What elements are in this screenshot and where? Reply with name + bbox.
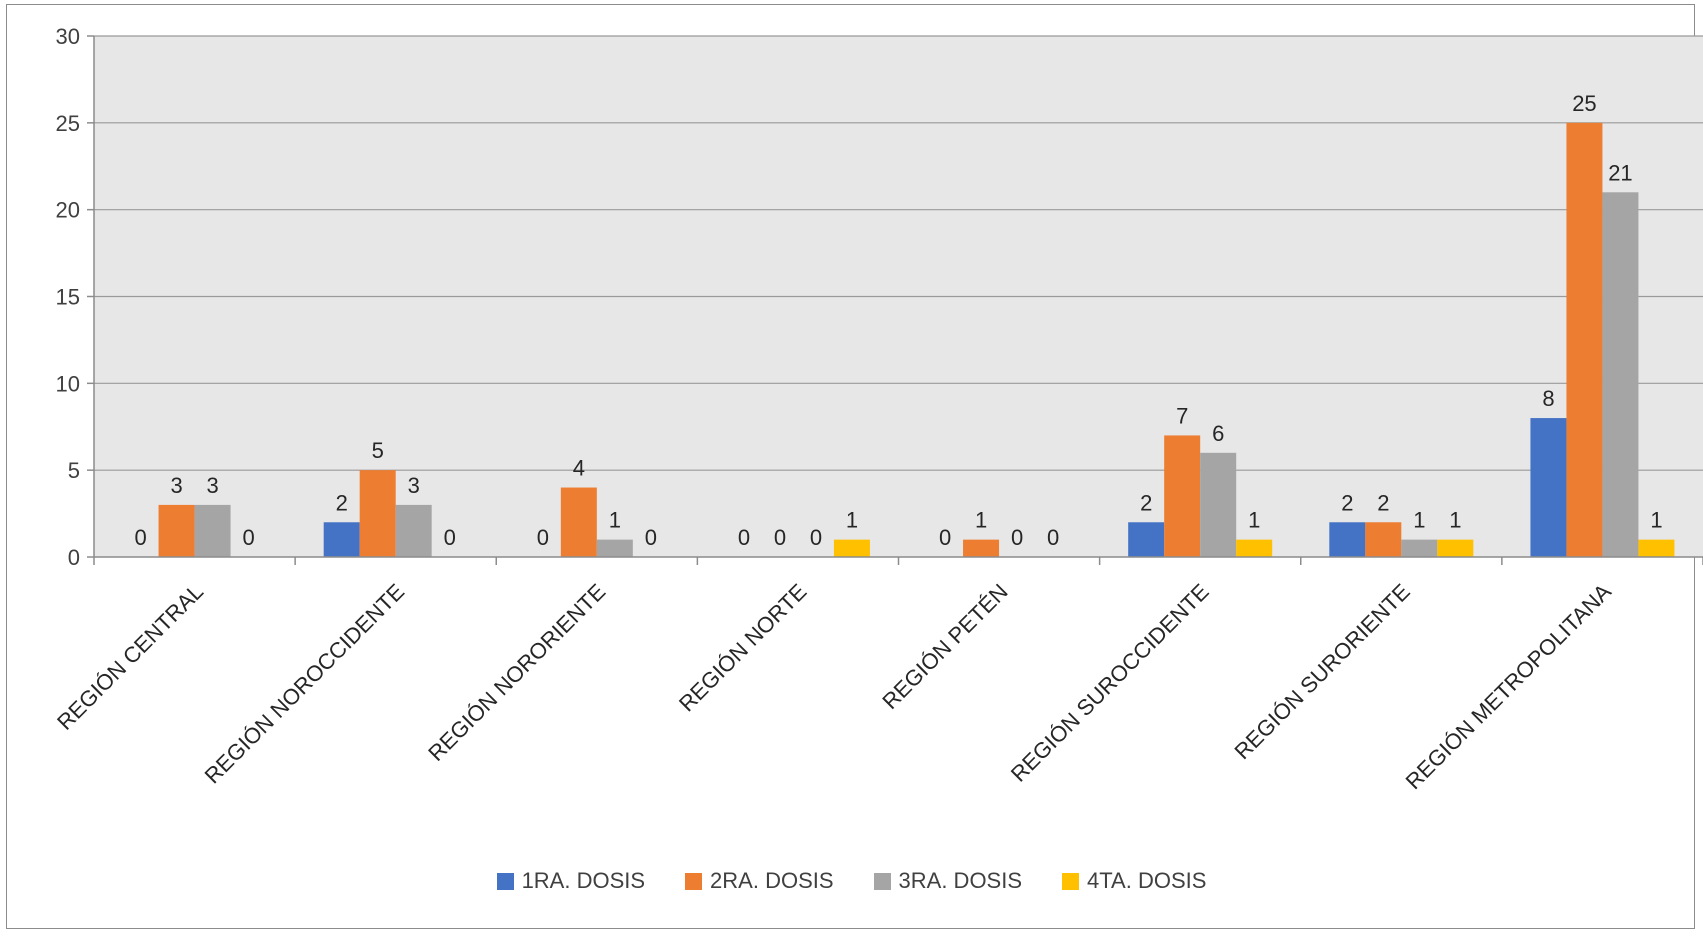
x-category-label: REGIÓN SURORIENTE [1229,579,1414,764]
data-label: 0 [1011,525,1023,550]
x-category-label: REGIÓN PETÉN [877,579,1012,714]
data-label: 0 [134,525,146,550]
data-label: 3 [206,473,218,498]
bars [158,122,1675,558]
bar [1329,522,1366,557]
data-label: 1 [609,508,621,533]
data-label: 0 [645,525,657,550]
data-label: 1 [975,508,987,533]
y-tick-label: 25 [56,111,80,136]
legend-label: 2RA. DOSIS [710,868,834,893]
bar [1437,539,1474,557]
data-label: 4 [573,456,585,481]
data-label: 0 [939,525,951,550]
data-label: 1 [1413,508,1425,533]
data-label: 6 [1212,421,1224,446]
bar [359,470,396,557]
bar [158,504,195,557]
data-label: 0 [774,525,786,550]
legend-item: 4TA. DOSIS [1062,868,1206,894]
gridlines [94,35,1703,471]
bar [1365,522,1402,557]
y-tick-label: 30 [56,24,80,49]
data-label: 0 [444,525,456,550]
data-label: 2 [336,490,348,515]
legend: 1RA. DOSIS 2RA. DOSIS 3RA. DOSIS 4TA. DOSIS [0,868,1703,894]
legend-label: 1RA. DOSIS [521,868,646,893]
legend-item: 1RA. DOSIS [496,868,646,894]
legend-swatch [873,872,891,890]
x-category-label: REGIÓN NORTE [674,579,812,717]
data-label: 0 [810,525,822,550]
y-tick-label: 0 [68,545,80,570]
bar [323,522,360,557]
bar [833,539,870,557]
y-tick-label: 20 [56,198,80,223]
y-tick-label: 15 [56,285,80,310]
legend-label: 3RA. DOSIS [898,868,1023,893]
legend-item: 2RA. DOSIS [685,868,834,894]
data-label: 1 [1449,508,1461,533]
bar [1200,452,1237,557]
data-label: 0 [537,525,549,550]
data-label: 25 [1572,91,1596,116]
data-label: 1 [846,508,858,533]
bar [1164,435,1201,557]
bar [1128,522,1165,557]
bar [194,504,231,557]
data-label: 1 [1650,508,1662,533]
data-label: 0 [738,525,750,550]
x-category-label: REGIÓN METROPOLITANA [1401,579,1617,795]
y-tick-label: 10 [56,371,80,396]
bar [963,539,1000,557]
data-label: 8 [1542,386,1554,411]
bar [596,539,633,557]
axes [87,35,1703,565]
data-label: 7 [1176,403,1188,428]
x-category-label: REGIÓN CENTRAL [52,579,208,735]
y-axis-tick-labels: 0 5 10 15 20 25 30 [56,24,80,570]
data-label: 2 [1140,490,1152,515]
data-label: 5 [372,438,384,463]
legend-swatch [685,872,703,890]
legend-swatch [1062,872,1080,890]
data-label: 3 [170,473,182,498]
data-label: 21 [1608,160,1632,185]
data-label: 1 [1248,508,1260,533]
x-category-label: REGIÓN NORORIENTE [423,579,610,766]
x-category-label: REGIÓN SUROCCIDENTE [1006,579,1214,787]
x-category-label: REGIÓN NOROCCIDENTE [200,579,410,789]
bar [560,487,597,557]
legend-swatch [496,872,514,890]
bar [1566,122,1603,557]
bar [1602,192,1639,558]
y-tick-label: 5 [68,458,80,483]
data-label: 0 [1047,525,1059,550]
data-label: 0 [242,525,254,550]
legend-label: 4TA. DOSIS [1087,868,1207,893]
data-label: 2 [1341,490,1353,515]
bar [1401,539,1438,557]
data-label: 2 [1377,490,1389,515]
bar [395,504,432,557]
legend-item: 3RA. DOSIS [873,868,1023,894]
bar [1638,539,1675,557]
data-label: 3 [408,473,420,498]
bar [1530,418,1567,557]
bar [1236,539,1273,557]
